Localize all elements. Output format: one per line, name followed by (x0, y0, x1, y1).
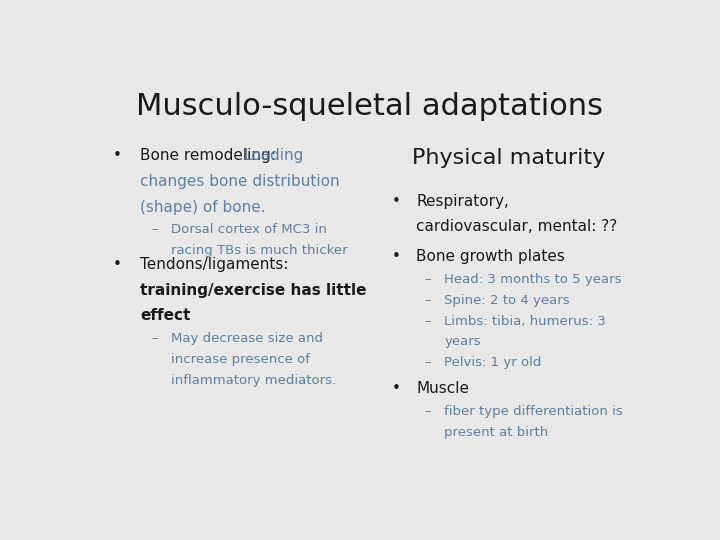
Text: Pelvis: 1 yr old: Pelvis: 1 yr old (444, 356, 541, 369)
Text: fiber type differentiation is: fiber type differentiation is (444, 405, 623, 418)
Text: (shape) of bone.: (shape) of bone. (140, 199, 266, 214)
Text: changes bone distribution: changes bone distribution (140, 174, 340, 189)
Text: •: • (392, 381, 400, 396)
Text: Limbs: tibia, humerus: 3: Limbs: tibia, humerus: 3 (444, 315, 606, 328)
Text: May decrease size and: May decrease size and (171, 332, 323, 345)
Text: Muscle: Muscle (416, 381, 469, 396)
Text: Tendons/ligaments:: Tendons/ligaments: (140, 257, 289, 272)
Text: training/exercise has little: training/exercise has little (140, 282, 366, 298)
Text: increase presence of: increase presence of (171, 353, 310, 366)
Text: inflammatory mediators.: inflammatory mediators. (171, 374, 336, 387)
Text: Dorsal cortex of MC3 in: Dorsal cortex of MC3 in (171, 223, 327, 236)
Text: Physical maturity: Physical maturity (412, 148, 605, 168)
Text: cardiovascular, mental: ??: cardiovascular, mental: ?? (416, 219, 618, 234)
Text: Spine: 2 to 4 years: Spine: 2 to 4 years (444, 294, 570, 307)
Text: –: – (151, 223, 158, 236)
Text: –: – (425, 294, 431, 307)
Text: –: – (151, 332, 158, 345)
Text: •: • (112, 257, 121, 272)
Text: –: – (425, 405, 431, 418)
Text: •: • (392, 194, 400, 208)
Text: Respiratory,: Respiratory, (416, 194, 509, 208)
Text: •: • (392, 249, 400, 265)
Text: Head: 3 months to 5 years: Head: 3 months to 5 years (444, 273, 622, 286)
Text: effect: effect (140, 308, 191, 323)
Text: –: – (425, 356, 431, 369)
Text: Bone remodeling:: Bone remodeling: (140, 148, 281, 163)
Text: –: – (425, 315, 431, 328)
Text: •: • (112, 148, 121, 163)
Text: racing TBs is much thicker: racing TBs is much thicker (171, 244, 348, 257)
Text: years: years (444, 335, 481, 348)
Text: –: – (425, 273, 431, 286)
Text: Musculo-squeletal adaptations: Musculo-squeletal adaptations (135, 92, 603, 121)
Text: Bone growth plates: Bone growth plates (416, 249, 565, 265)
Text: present at birth: present at birth (444, 426, 549, 438)
Text: Loading: Loading (243, 148, 304, 163)
